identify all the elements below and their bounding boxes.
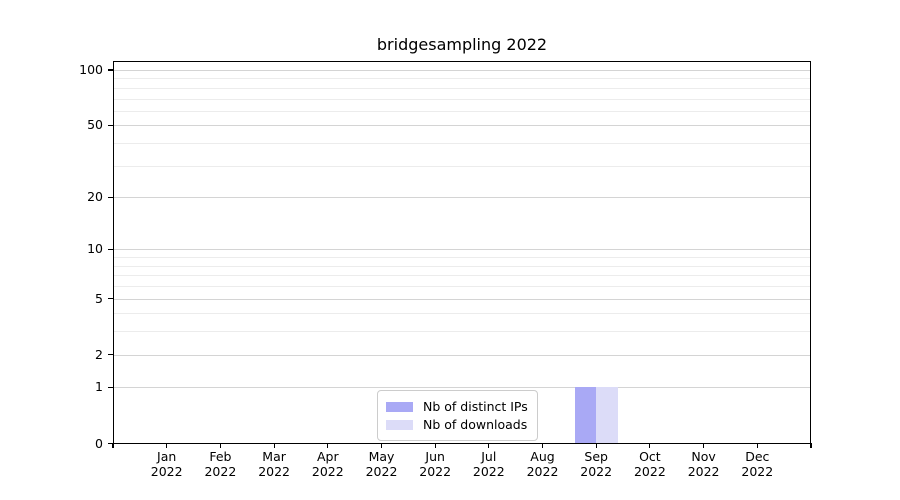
legend-item-distinct-ips: Nb of distinct IPs bbox=[386, 398, 528, 415]
x-tick-year: 2022 bbox=[526, 464, 559, 479]
x-tick-month: Jan bbox=[157, 449, 177, 464]
x-tick-year: 2022 bbox=[472, 464, 505, 479]
x-tick-month: Aug bbox=[530, 449, 555, 464]
y-tick-label: 5 bbox=[95, 290, 103, 306]
x-tick-month: Jun bbox=[425, 449, 445, 464]
gridline-minor bbox=[114, 87, 810, 89]
x-tick-month: Dec bbox=[745, 449, 770, 464]
y-tick-mark bbox=[108, 354, 113, 356]
y-tick-label: 100 bbox=[79, 62, 103, 77]
x-tick-mark bbox=[703, 443, 705, 448]
legend-label-distinct-ips: Nb of distinct IPs bbox=[423, 399, 528, 414]
plot-area bbox=[113, 61, 811, 444]
x-tick-mark bbox=[112, 443, 114, 448]
x-tick-month: Nov bbox=[691, 449, 716, 464]
x-tick-month: Mar bbox=[262, 449, 286, 464]
x-tick-label: Nov 2022 bbox=[674, 449, 734, 479]
x-tick-year: 2022 bbox=[311, 464, 344, 479]
x-tick-label: Jan 2022 bbox=[137, 449, 197, 479]
gridline-major bbox=[114, 249, 810, 251]
gridline-minor bbox=[114, 143, 810, 144]
gridline-minor bbox=[114, 257, 810, 259]
x-tick-year: 2022 bbox=[150, 464, 183, 479]
x-tick-label: Dec 2022 bbox=[727, 449, 787, 479]
x-tick-label: Apr 2022 bbox=[298, 449, 358, 479]
x-tick-mark bbox=[380, 443, 383, 448]
legend: Nb of distinct IPs Nb of downloads bbox=[377, 390, 538, 441]
legend-swatch-distinct-ips bbox=[386, 401, 413, 412]
chart-title: bridgesampling 2022 bbox=[376, 35, 548, 54]
x-tick-year: 2022 bbox=[633, 464, 666, 479]
y-tick-mark bbox=[108, 248, 113, 250]
y-tick-label: 20 bbox=[87, 189, 103, 205]
y-tick-mark bbox=[108, 442, 113, 445]
x-tick-label: Jul 2022 bbox=[459, 449, 519, 479]
legend-label-downloads: Nb of downloads bbox=[423, 417, 528, 432]
x-tick-mark bbox=[166, 443, 168, 448]
x-tick-mark bbox=[327, 443, 329, 448]
y-tick-mark bbox=[108, 69, 113, 71]
x-tick-year: 2022 bbox=[258, 464, 290, 479]
x-tick-label: Aug 2022 bbox=[513, 449, 573, 479]
x-tick-mark bbox=[649, 443, 651, 448]
x-tick-mark bbox=[488, 443, 490, 448]
gridline-major bbox=[114, 70, 810, 71]
gridline-minor bbox=[114, 275, 810, 277]
gridline-minor bbox=[114, 286, 810, 287]
y-tick-label: 0 bbox=[95, 435, 103, 451]
gridline-minor bbox=[114, 265, 810, 267]
legend-swatch-downloads bbox=[386, 419, 413, 430]
x-tick-month: Jul bbox=[481, 449, 497, 464]
y-tick-mark bbox=[108, 196, 113, 198]
x-tick-mark bbox=[434, 443, 436, 448]
gridline-minor bbox=[114, 331, 810, 333]
gridline-minor bbox=[114, 98, 810, 100]
x-tick-label: May 2022 bbox=[352, 449, 412, 479]
gridline-minor bbox=[114, 165, 810, 167]
x-tick-year: 2022 bbox=[365, 464, 398, 479]
x-tick-month: Oct bbox=[639, 449, 661, 464]
x-tick-month: May bbox=[368, 449, 395, 464]
x-tick-month: Sep bbox=[584, 449, 608, 464]
gridline-major bbox=[114, 387, 810, 389]
gridline-major bbox=[114, 354, 810, 356]
x-tick-mark bbox=[756, 443, 758, 448]
x-tick-year: 2022 bbox=[687, 464, 720, 479]
y-tick-label: 1 bbox=[95, 379, 103, 395]
gridline-major bbox=[114, 197, 810, 199]
gridline-major bbox=[114, 298, 810, 300]
x-tick-label: Oct 2022 bbox=[620, 449, 680, 479]
x-tick-year: 2022 bbox=[580, 464, 613, 479]
x-tick-mark bbox=[219, 443, 221, 448]
x-tick-year: 2022 bbox=[419, 464, 452, 479]
x-tick-month: Apr bbox=[316, 449, 339, 464]
x-tick-mark bbox=[541, 443, 544, 448]
x-tick-mark bbox=[810, 443, 812, 448]
x-tick-month: Feb bbox=[209, 449, 232, 464]
x-tick-year: 2022 bbox=[741, 464, 774, 479]
x-tick-year: 2022 bbox=[204, 464, 237, 479]
x-tick-label: Jun 2022 bbox=[405, 449, 465, 479]
y-tick-label: 50 bbox=[87, 117, 103, 133]
y-tick-label: 2 bbox=[95, 346, 103, 362]
x-tick-label: Sep 2022 bbox=[566, 449, 626, 479]
x-tick-mark bbox=[273, 443, 275, 448]
y-tick-mark bbox=[108, 124, 113, 126]
bar-downloads bbox=[596, 387, 618, 443]
gridline-major bbox=[114, 125, 810, 127]
x-tick-mark bbox=[595, 443, 597, 448]
bar-distinct-ips bbox=[574, 387, 597, 443]
legend-item-downloads: Nb of downloads bbox=[386, 416, 528, 433]
gridline-minor bbox=[114, 313, 810, 315]
y-tick-mark bbox=[108, 297, 113, 300]
x-tick-label: Feb 2022 bbox=[190, 449, 250, 479]
y-tick-label: 10 bbox=[87, 241, 103, 257]
gridline-minor bbox=[114, 78, 810, 80]
y-tick-mark bbox=[108, 386, 113, 388]
x-tick-label: Mar 2022 bbox=[244, 449, 304, 479]
gridline-minor bbox=[114, 110, 810, 112]
